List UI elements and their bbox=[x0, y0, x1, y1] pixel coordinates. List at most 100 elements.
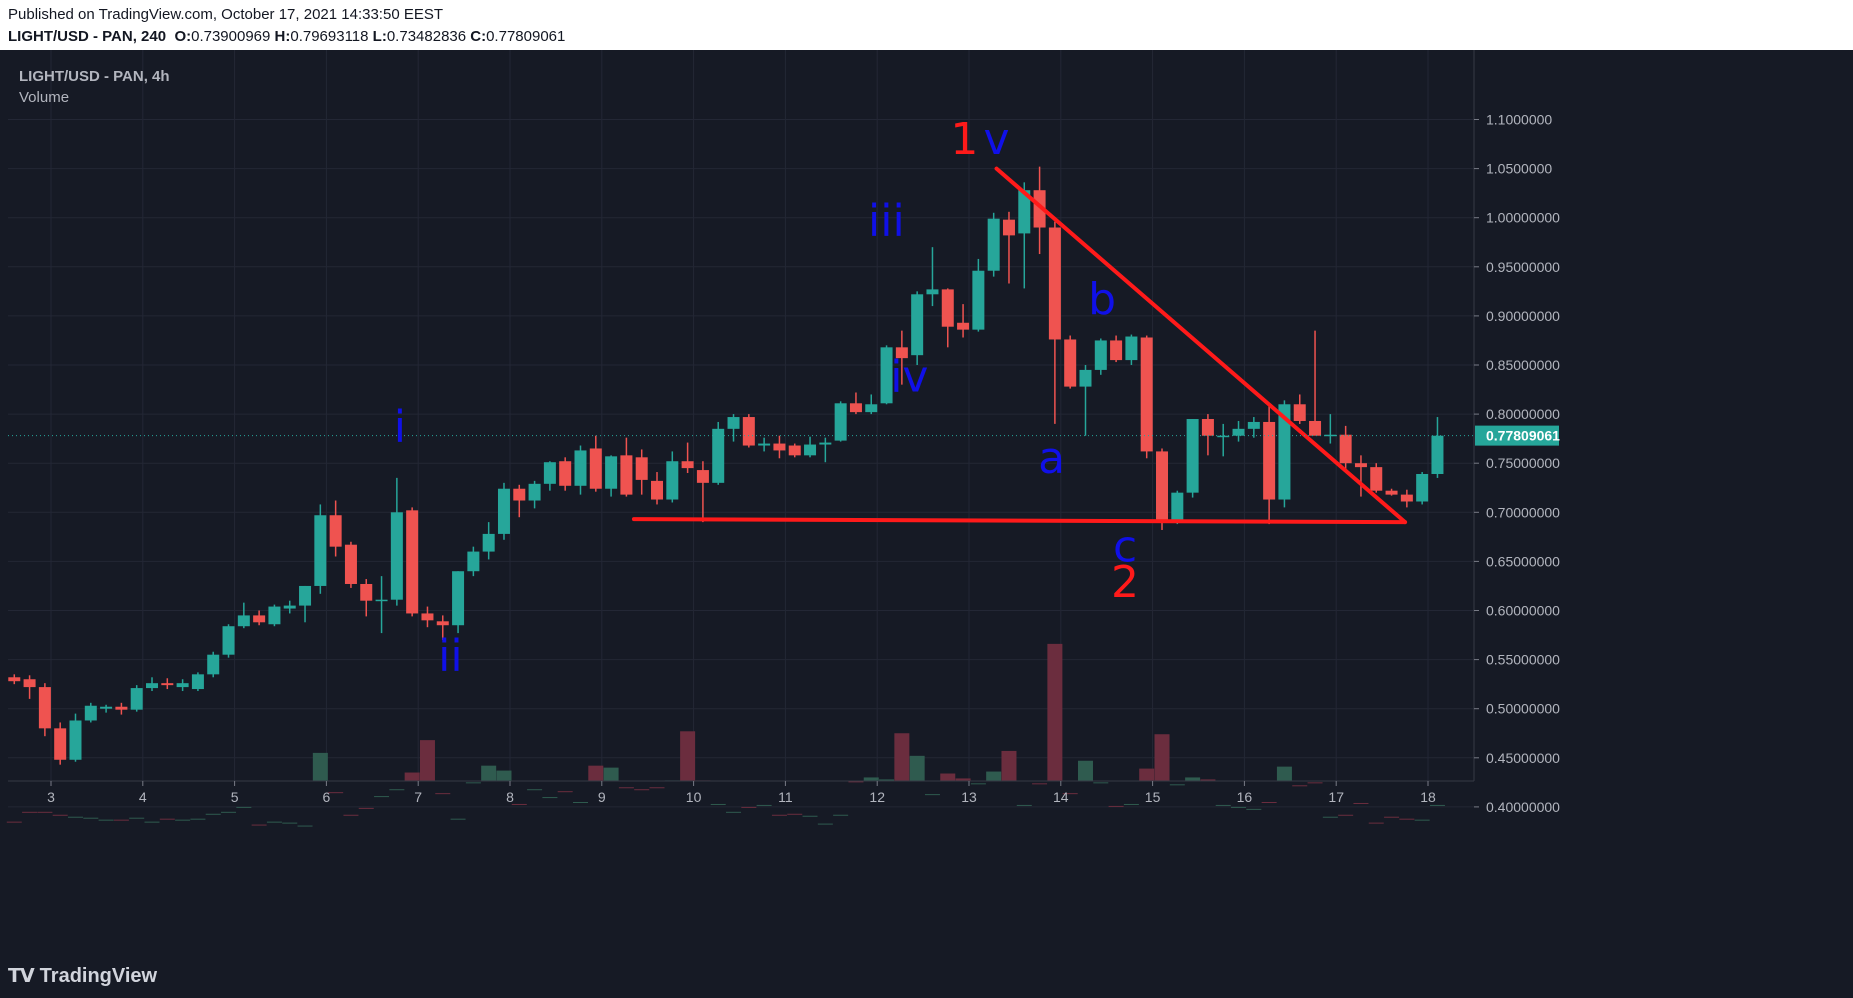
candle-body-down[interactable] bbox=[8, 677, 21, 682]
candle-body-down[interactable] bbox=[589, 448, 602, 489]
candle-body-down[interactable] bbox=[1110, 340, 1123, 361]
candle-body-down[interactable] bbox=[436, 621, 449, 626]
candle-body-up[interactable] bbox=[1079, 369, 1092, 387]
candle-body-up[interactable] bbox=[1217, 435, 1230, 438]
candle-body-up[interactable] bbox=[283, 605, 296, 609]
candle-body-down[interactable] bbox=[849, 403, 862, 413]
candle-body-up[interactable] bbox=[130, 688, 143, 710]
candle-body-up[interactable] bbox=[605, 456, 618, 489]
candle-body-down[interactable] bbox=[681, 461, 694, 469]
candle-body-up[interactable] bbox=[452, 571, 465, 626]
candle-body-down[interactable] bbox=[635, 457, 648, 480]
candle-body-up[interactable] bbox=[1125, 336, 1138, 361]
candle-body-down[interactable] bbox=[513, 488, 526, 501]
candle-body-up[interactable] bbox=[666, 461, 679, 500]
candle-body-down[interactable] bbox=[115, 706, 128, 710]
candle-body-up[interactable] bbox=[1324, 434, 1337, 437]
chart-pane[interactable]: 1 v iii iv i ii b a c 2 1.1000000 1.0500000 1.000000… bbox=[0, 50, 1853, 998]
candle-body-down[interactable] bbox=[1140, 337, 1153, 452]
candle-body-up[interactable] bbox=[911, 294, 924, 356]
candle-body-up[interactable] bbox=[268, 606, 281, 625]
candle-body-down[interactable] bbox=[1385, 490, 1398, 495]
trend-line[interactable] bbox=[631, 517, 1408, 525]
candle-body-up[interactable] bbox=[497, 488, 510, 534]
candle-body-up[interactable] bbox=[987, 218, 1000, 271]
candle-body-down[interactable] bbox=[1156, 451, 1169, 521]
candle-body-down[interactable] bbox=[1033, 190, 1046, 228]
candle-body-up[interactable] bbox=[972, 270, 985, 330]
candle-body-up[interactable] bbox=[146, 683, 159, 689]
candle-body-down[interactable] bbox=[1002, 219, 1015, 236]
candle-body-up[interactable] bbox=[1171, 492, 1184, 521]
candle-body-down[interactable] bbox=[1354, 463, 1367, 468]
candle-body-up[interactable] bbox=[834, 403, 847, 441]
candle-body-down[interactable] bbox=[344, 544, 357, 584]
candle-body-up[interactable] bbox=[314, 515, 327, 586]
candle-body-up[interactable] bbox=[1247, 421, 1260, 429]
candle-body-down[interactable] bbox=[1201, 419, 1214, 436]
candle-body-down[interactable] bbox=[1400, 494, 1413, 502]
candle-body-down[interactable] bbox=[957, 322, 970, 330]
candle-body-down[interactable] bbox=[406, 510, 419, 614]
time-tick-label: 12 bbox=[869, 789, 885, 805]
candle-body-up[interactable] bbox=[1416, 474, 1429, 502]
candle-body-up[interactable] bbox=[100, 706, 113, 709]
candle-body-up[interactable] bbox=[528, 483, 541, 501]
candle-body-up[interactable] bbox=[712, 428, 725, 483]
candle-body-down[interactable] bbox=[54, 728, 67, 760]
candle-body-down[interactable] bbox=[1370, 467, 1383, 491]
trend-line[interactable] bbox=[994, 166, 1408, 525]
candle-body-down[interactable] bbox=[1263, 421, 1276, 500]
candle-body-up[interactable] bbox=[390, 512, 403, 600]
candle-body-up[interactable] bbox=[1232, 428, 1245, 436]
candle-body-down[interactable] bbox=[23, 679, 36, 688]
candle-body-down[interactable] bbox=[788, 445, 801, 456]
candle-body-down[interactable] bbox=[651, 480, 664, 500]
candle-body-down[interactable] bbox=[1293, 404, 1306, 421]
candle-body-up[interactable] bbox=[926, 289, 939, 295]
candle-body-down[interactable] bbox=[773, 443, 786, 451]
candle-body-up[interactable] bbox=[191, 674, 204, 690]
candle-body-down[interactable] bbox=[421, 613, 434, 621]
candle-body-down[interactable] bbox=[620, 455, 633, 495]
candle-body-up[interactable] bbox=[880, 347, 893, 404]
candle-body-up[interactable] bbox=[543, 462, 556, 484]
candle-body-down[interactable] bbox=[253, 615, 266, 623]
candle-body-up[interactable] bbox=[69, 720, 82, 760]
candle-body-down[interactable] bbox=[1309, 420, 1322, 436]
candle-body-up[interactable] bbox=[1186, 419, 1199, 493]
candle-body-up[interactable] bbox=[758, 443, 771, 446]
candle-body-up[interactable] bbox=[237, 615, 250, 627]
candle-body-down[interactable] bbox=[742, 417, 755, 446]
candle-body-up[interactable] bbox=[222, 626, 235, 655]
candle-body-down[interactable] bbox=[895, 347, 908, 359]
candle-body-down[interactable] bbox=[696, 470, 709, 483]
tradingview-brand[interactable]: 𝗧𝗩 TradingView bbox=[8, 965, 157, 988]
candle-body-down[interactable] bbox=[941, 289, 954, 327]
candle-body-up[interactable] bbox=[375, 599, 388, 602]
candle-body-up[interactable] bbox=[804, 444, 817, 456]
candle-body-down[interactable] bbox=[38, 687, 51, 729]
candle-body-up[interactable] bbox=[865, 404, 878, 413]
candle-body-up[interactable] bbox=[819, 442, 832, 445]
candle-body-up[interactable] bbox=[84, 705, 97, 721]
candle-body-down[interactable] bbox=[1064, 339, 1077, 387]
candle-body-up[interactable] bbox=[1278, 404, 1291, 500]
candle-body-down[interactable] bbox=[1048, 227, 1061, 340]
candle-body-up[interactable] bbox=[299, 585, 312, 606]
price-chart-svg[interactable]: 1 viiiiviiibac21.10000001.05000001.000000… bbox=[0, 50, 1853, 998]
candle-body-down[interactable] bbox=[360, 583, 373, 601]
candle-body-up[interactable] bbox=[482, 533, 495, 552]
candle-body-down[interactable] bbox=[1339, 434, 1352, 464]
candle-body-up[interactable] bbox=[176, 683, 189, 688]
candle-body-down[interactable] bbox=[559, 461, 572, 486]
candle-body-up[interactable] bbox=[727, 417, 740, 429]
candle-body-up[interactable] bbox=[1431, 435, 1444, 475]
candle-body-down[interactable] bbox=[161, 683, 174, 686]
candle-body-up[interactable] bbox=[467, 551, 480, 572]
candle-body-down[interactable] bbox=[329, 515, 342, 547]
candle-body-up[interactable] bbox=[207, 654, 220, 675]
candle-body-up[interactable] bbox=[1018, 190, 1031, 234]
candle-body-up[interactable] bbox=[1094, 340, 1107, 370]
candle-body-up[interactable] bbox=[574, 450, 587, 486]
